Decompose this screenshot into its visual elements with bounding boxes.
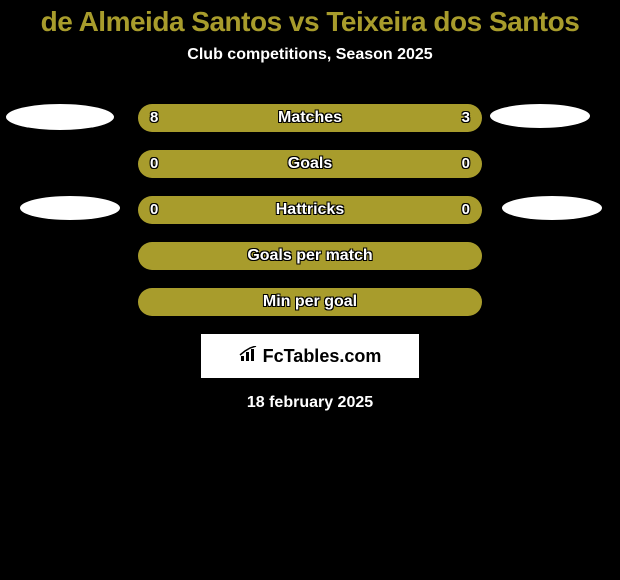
stat-label: Matches (138, 104, 482, 132)
stat-row-goals-per-match: Goals per match (0, 242, 620, 270)
stat-right-value: 3 (462, 104, 470, 132)
logo-text: FcTables.com (263, 346, 382, 367)
stat-right-value: 0 (462, 196, 470, 224)
stat-label: Goals per match (138, 242, 482, 270)
stat-right-value: 0 (462, 150, 470, 178)
stat-label: Hattricks (138, 196, 482, 224)
logo: FcTables.com (239, 346, 382, 367)
stat-bar: 0 Hattricks 0 (138, 196, 482, 224)
stat-bar: Goals per match (138, 242, 482, 270)
logo-box: FcTables.com (201, 334, 419, 378)
chart-icon (239, 346, 259, 367)
stat-label: Min per goal (138, 288, 482, 316)
stat-bar: 8 Matches 3 (138, 104, 482, 132)
stats-rows: 8 Matches 3 0 Goals 0 0 Hattricks 0 Go (0, 104, 620, 316)
stat-bar: 0 Goals 0 (138, 150, 482, 178)
stat-row-matches: 8 Matches 3 (0, 104, 620, 132)
page-title: de Almeida Santos vs Teixeira dos Santos (0, 0, 620, 38)
stat-bar: Min per goal (138, 288, 482, 316)
player-right-marker (490, 104, 590, 128)
stat-row-hattricks: 0 Hattricks 0 (0, 196, 620, 224)
player-left-marker (6, 104, 114, 130)
stat-row-goals: 0 Goals 0 (0, 150, 620, 178)
stat-label: Goals (138, 150, 482, 178)
date-label: 18 february 2025 (0, 394, 620, 412)
stat-row-min-per-goal: Min per goal (0, 288, 620, 316)
page-subtitle: Club competitions, Season 2025 (0, 46, 620, 64)
